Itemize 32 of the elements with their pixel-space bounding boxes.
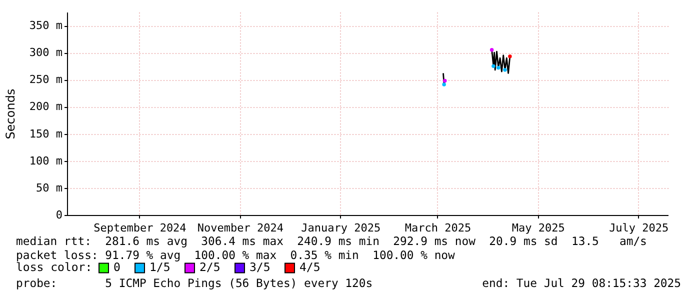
y-tick-label: 50 m (36, 181, 63, 194)
point (496, 66, 500, 70)
point (442, 82, 446, 86)
y-tick-label: 250 m (29, 73, 63, 86)
legend-label: 4/5 (300, 260, 320, 274)
y-tick-label: 350 m (29, 19, 63, 32)
x-tick-label: November 2024 (197, 222, 284, 234)
x-tick-label: July 2025 (609, 222, 669, 234)
point (492, 64, 496, 68)
legend-label: 0 (114, 260, 120, 274)
x-tick-label: September 2024 (94, 222, 187, 234)
text: end: Tue Jul 29 08:15:33 2025 (482, 276, 681, 290)
legend-label: 2/5 (200, 260, 220, 274)
y-tick-label: 100 m (29, 154, 63, 168)
text: packet loss: 91.79 % avg 100.00 % max 0.35 % min 100.00 % now (16, 248, 455, 262)
y-tick-label: 200 m (29, 100, 63, 114)
y-tick-label: 0 (56, 208, 62, 222)
legend-title: loss color: (16, 260, 92, 274)
x-tick-label: March 2025 (404, 222, 472, 234)
legend-label: 1/5 (150, 260, 170, 274)
y-tick-label: 300 m (29, 46, 63, 60)
x-tick-label: January 2025 (301, 222, 381, 234)
text: median rtt: 281.6 ms avg 306.4 ms max 240.9 ms min 292.9 ms now 20.9 ms sd 13.5 am/s (16, 234, 647, 248)
y-tick-label: 150 m (29, 127, 63, 140)
point (490, 48, 494, 52)
x-tick-label: May 2025 (512, 222, 565, 234)
text: probe: 5 ICMP Echo Pings (56 Bytes) every 120s (16, 276, 373, 290)
point (508, 54, 512, 58)
point (443, 78, 447, 83)
legend-label: 3/5 (250, 260, 270, 274)
y-axis-title: Seconds (3, 88, 18, 140)
point (503, 68, 507, 72)
